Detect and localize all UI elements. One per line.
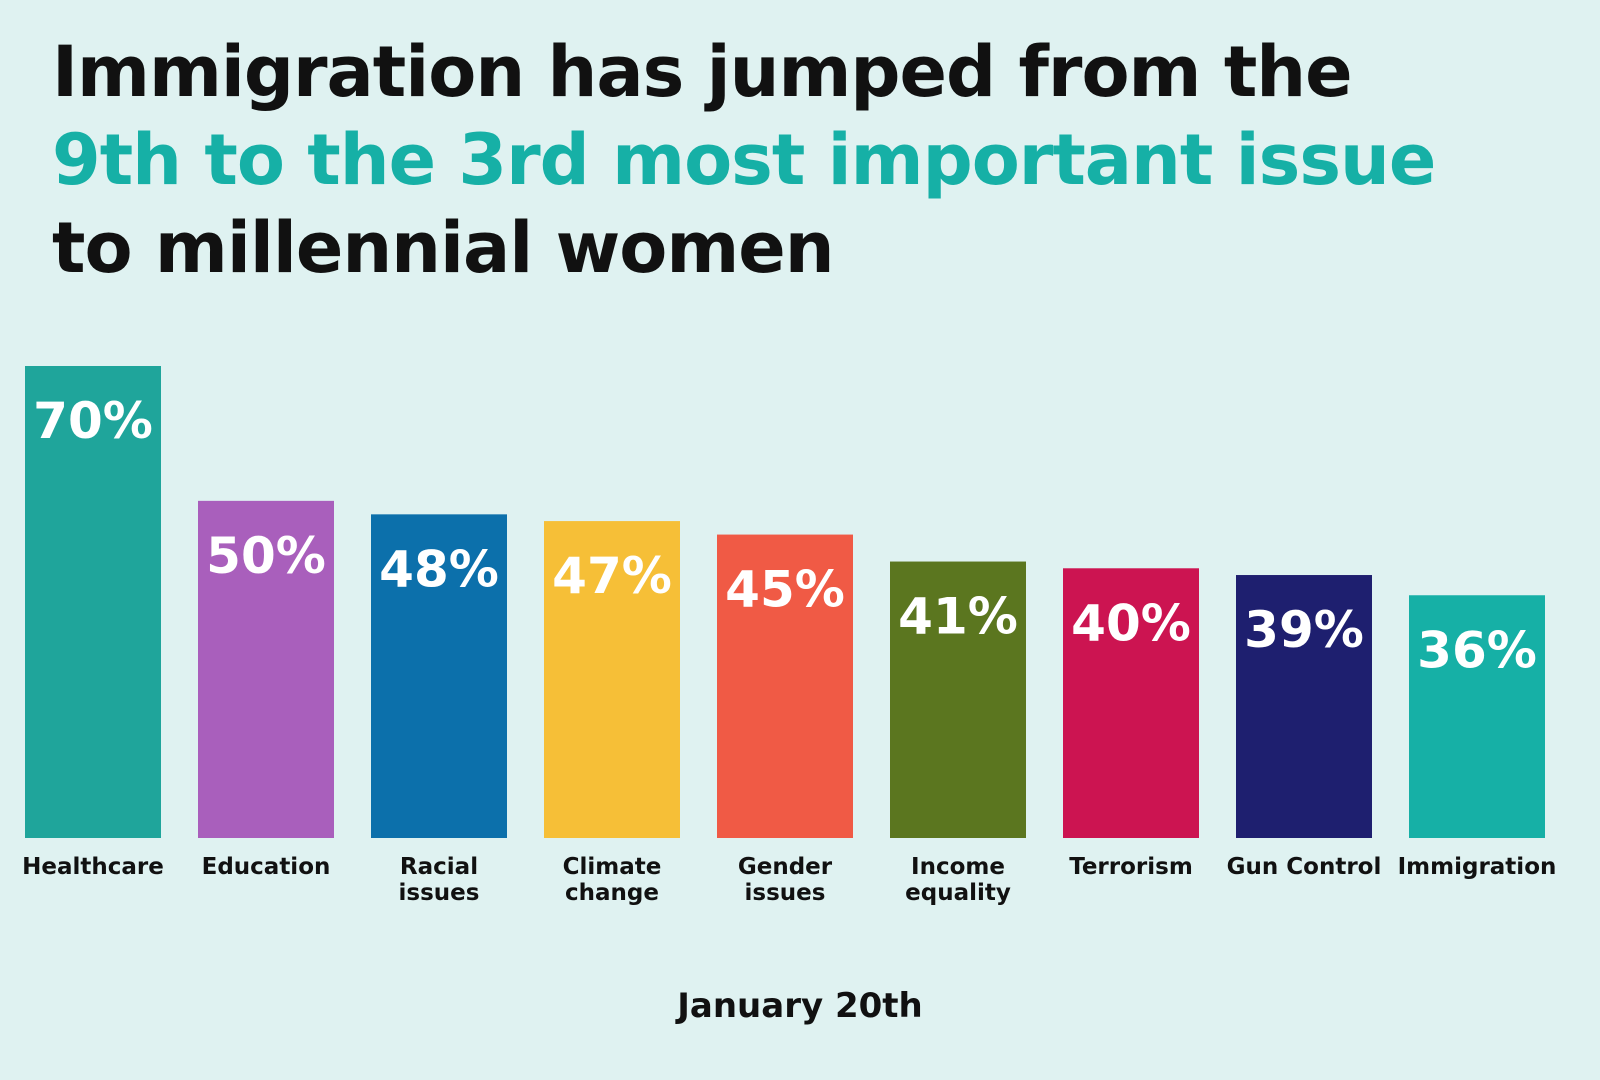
title-line-3: to millennial women (52, 207, 835, 289)
category-label-line: Income (911, 854, 1005, 880)
category-label-healthcare: Healthcare (22, 854, 164, 880)
category-label-line: issues (745, 880, 826, 906)
bar-education (198, 500, 334, 838)
bars-group (25, 366, 1545, 838)
bar-immigration (1409, 595, 1545, 838)
value-label-income-equality: 41% (898, 588, 1018, 646)
category-label-terrorism: Terrorism (1069, 854, 1193, 880)
bar-gun-control (1236, 575, 1372, 838)
bar-healthcare (25, 366, 161, 838)
category-label-line: Healthcare (22, 854, 164, 880)
x-axis-label: January 20th (677, 986, 923, 1026)
category-label-immigration: Immigration (1398, 854, 1557, 880)
category-label-income-equality: Income equality (905, 854, 1011, 906)
bar-racial-issues (371, 514, 507, 838)
category-label-racial-issues: Racial issues (399, 854, 480, 906)
category-label-climate-change: Climate change (563, 854, 662, 906)
category-label-gender-issues: Gender issues (738, 854, 833, 906)
category-label-line: Terrorism (1069, 854, 1193, 880)
category-label-line: issues (399, 880, 480, 906)
bar-climate-change (544, 521, 680, 838)
category-label-education: Education (202, 854, 331, 880)
category-label-line: equality (905, 880, 1011, 906)
value-label-gun-control: 39% (1244, 601, 1364, 659)
category-label-line: change (565, 880, 659, 906)
value-label-healthcare: 70% (33, 392, 153, 450)
bar-income-equality (890, 561, 1026, 838)
title-line-1: Immigration has jumped from the (52, 31, 1353, 113)
category-label-gun-control: Gun Control (1227, 854, 1382, 880)
value-label-immigration: 36% (1417, 621, 1537, 679)
value-labels-group: 70% 50% 48% 47% 45% 41% 40% 39% 36% (33, 392, 1537, 679)
value-label-climate-change: 47% (552, 547, 672, 605)
value-label-education: 50% (206, 527, 326, 585)
value-label-terrorism: 40% (1071, 594, 1191, 652)
value-label-racial-issues: 48% (379, 540, 499, 598)
value-label-gender-issues: 45% (725, 561, 845, 619)
category-label-line: Climate (563, 854, 662, 880)
bar-terrorism (1063, 568, 1199, 838)
category-label-line: Racial (400, 854, 478, 880)
category-label-line: Gender (738, 854, 833, 880)
category-label-line: Education (202, 854, 331, 880)
title-line-2-highlight: 9th to the 3rd most important issue (52, 119, 1436, 201)
chart-title: Immigration has jumped from the 9th to t… (52, 28, 1436, 292)
category-label-line: Immigration (1398, 854, 1557, 880)
category-label-line: Gun Control (1227, 854, 1382, 880)
bar-gender-issues (717, 534, 853, 838)
